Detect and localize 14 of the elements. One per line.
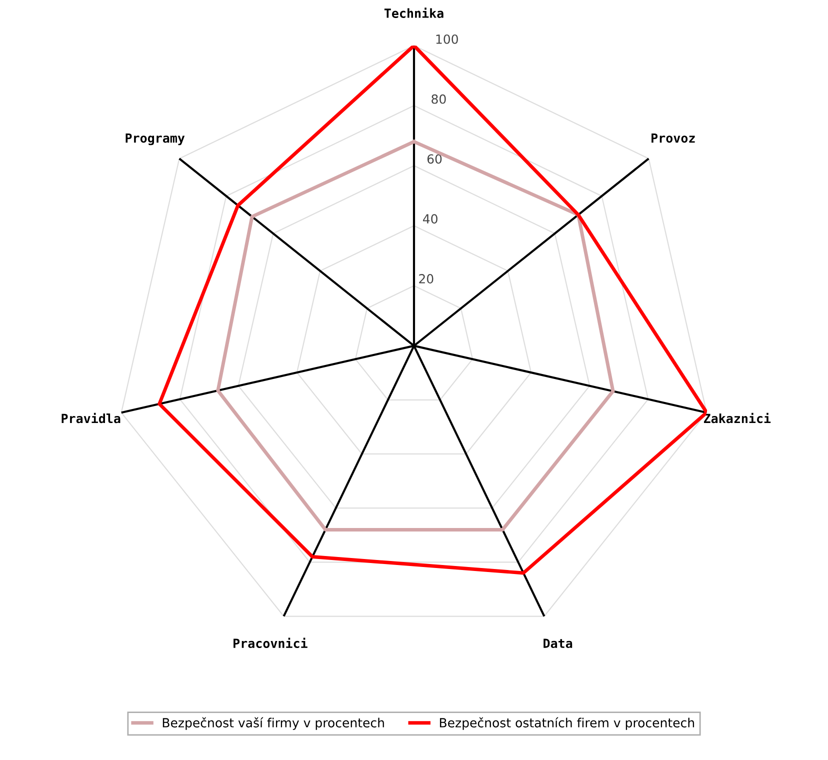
legend-label: Bezpečnost ostatních firem v procentech [440,717,694,730]
spoke-label: Provoz [652,133,695,143]
spoke-label: Pravidla [62,412,120,424]
y-tick-label: 100 [436,34,458,44]
spoke-label: Data [544,638,572,648]
y-tick-label: 20 [419,274,434,284]
y-tick-label: 60 [427,154,442,164]
spoke-label: Zakaznici [704,412,771,424]
spoke-label: Programy [126,133,185,146]
spoke-label: Pracovnici [234,638,308,648]
y-tick-label: 80 [432,94,446,104]
y-tick-label: 40 [422,214,438,224]
legend-label: Bezpečnost vaší firmy v procentech [162,717,384,730]
spoke-label: Technika [384,8,444,18]
